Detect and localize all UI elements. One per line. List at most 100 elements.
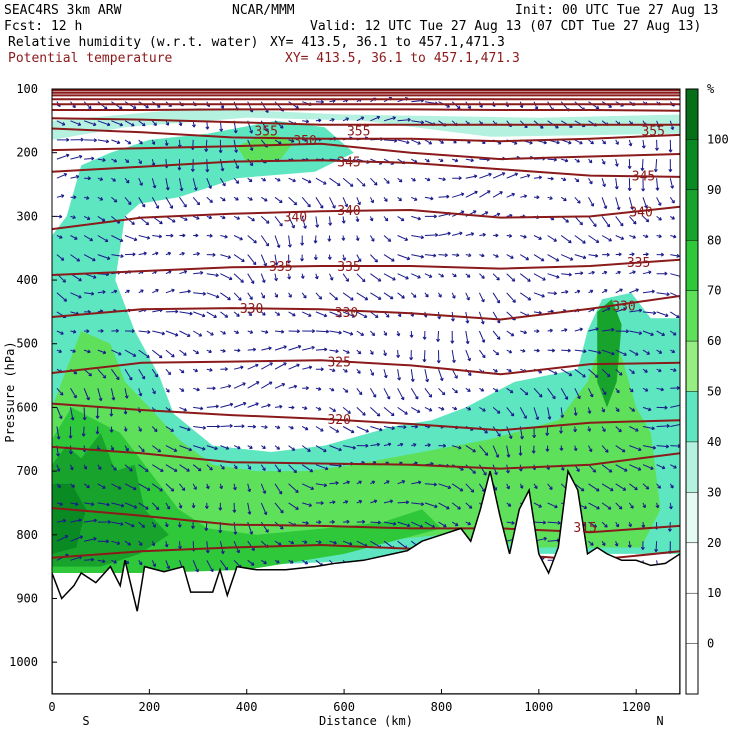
wind-arrow-749 [233, 401, 247, 408]
wind-arrow-246 [274, 196, 283, 204]
wind-arrow-355 [506, 233, 513, 238]
wind-arrow-591 [588, 327, 599, 332]
wind-arrow-383 [260, 254, 268, 267]
wind-arrow-225 [614, 178, 619, 190]
wind-arrow-70 [383, 116, 396, 122]
wind-arrow-497 [561, 290, 569, 294]
wind-arrow-96 [111, 139, 121, 145]
wind-arrow-188 [111, 177, 116, 182]
wind-arrow-135 [641, 139, 646, 149]
wind-arrow-380 [220, 254, 232, 259]
wind-arrow-227 [641, 178, 646, 192]
wind-arrow-471 [206, 292, 220, 299]
wind-arrow-857 [452, 445, 462, 450]
wind-arrow-474 [247, 292, 253, 300]
wind-arrow-573 [342, 330, 354, 336]
wind-arrow-427 [233, 273, 244, 283]
wind-arrow-1122 [301, 559, 309, 565]
wind-arrow-966 [56, 502, 63, 506]
wind-arrow-1007 [615, 502, 623, 510]
wind-arrow-858 [465, 445, 476, 453]
wind-arrow-1032 [329, 519, 335, 524]
wind-arrow-566 [247, 330, 254, 334]
wind-arrow-748 [220, 402, 234, 408]
wind-arrow-263 [506, 192, 516, 198]
wind-arrow-950 [465, 483, 475, 493]
wind-arrow-1034 [356, 519, 366, 524]
wind-arrow-789 [151, 426, 158, 433]
wind-arrow-685 [615, 368, 623, 376]
wind-arrow-267 [560, 196, 567, 202]
wind-arrow-1115 [206, 560, 214, 573]
wind-arrow-703 [233, 382, 246, 389]
terrain-fill [52, 468, 680, 694]
wind-arrow-1006 [601, 502, 612, 510]
wind-arrow-948 [438, 483, 452, 490]
wind-arrow-344 [355, 235, 360, 241]
wind-arrow-989 [370, 499, 378, 504]
wind-arrow-595 [642, 330, 654, 337]
wind-arrow-346 [383, 235, 392, 242]
wind-arrow-211 [424, 177, 431, 182]
wind-arrow-275 [669, 197, 675, 204]
rh-region-2 [52, 324, 661, 573]
wind-arrow-761 [397, 406, 408, 415]
wind-arrow-765 [452, 406, 458, 411]
wind-arrow-936 [274, 483, 283, 495]
wind-arrow-524 [301, 311, 312, 317]
colorbar-label-9: 90 [707, 183, 721, 197]
wind-arrow-150 [219, 158, 225, 172]
wind-arrow-294 [301, 216, 307, 229]
wind-arrow-197 [233, 177, 240, 184]
wind-arrow-98 [138, 139, 143, 145]
wind-arrow-746 [193, 406, 204, 411]
wind-arrow-502 [629, 288, 639, 294]
wind-arrow-834 [138, 445, 145, 453]
wind-arrow-999 [506, 502, 512, 507]
wind-arrow-492 [492, 292, 500, 304]
wind-arrow-522 [274, 311, 281, 316]
wind-arrow-219 [533, 175, 543, 180]
colorbar-segment-8 [686, 240, 698, 291]
wind-arrow-412 [656, 252, 665, 257]
wind-arrow-697 [151, 388, 156, 395]
wind-arrow-892 [301, 464, 314, 473]
wind-arrow-486 [410, 292, 417, 298]
wind-arrow-807 [397, 425, 407, 430]
wind-arrow-186 [84, 176, 91, 181]
wind-arrow-861 [506, 445, 511, 458]
wind-arrow-228 [655, 178, 660, 191]
wind-arrow-484 [383, 292, 394, 300]
wind-arrow-336 [247, 235, 257, 244]
wind-arrow-702 [220, 384, 232, 389]
wind-arrow-1116 [219, 560, 228, 571]
wind-arrow-449 [533, 273, 546, 281]
wind-arrow-441 [424, 273, 433, 278]
wind-arrow-1047 [533, 520, 547, 525]
wind-arrow-360 [574, 235, 586, 244]
wind-arrow-621 [369, 349, 374, 355]
wind-arrow-453 [588, 270, 595, 275]
wind-arrow-482 [356, 292, 369, 301]
wind-arrow-1118 [247, 559, 255, 566]
wind-arrow-396 [438, 253, 448, 258]
wind-arrow-641 [642, 349, 651, 355]
wind-arrow-289 [233, 215, 241, 220]
wind-arrow-978 [218, 502, 223, 511]
wind-arrow-944 [383, 480, 390, 485]
wind-arrow-729 [588, 388, 594, 398]
wind-arrow-958 [574, 483, 585, 492]
colorbar-segment-1 [686, 593, 698, 644]
wind-arrow-299 [369, 216, 374, 222]
wind-arrow-349 [424, 232, 439, 237]
wind-arrow-938 [301, 483, 315, 490]
wind-arrow-335 [233, 235, 243, 241]
wind-arrow-1031 [315, 520, 322, 525]
wind-arrow-495 [533, 292, 545, 298]
wind-arrow-134 [628, 139, 633, 147]
wind-arrow-619 [342, 349, 350, 354]
wind-arrow-19 [315, 99, 324, 104]
wind-arrow-271 [615, 197, 621, 211]
wind-arrow-371 [97, 254, 111, 260]
wind-arrow-865 [559, 445, 564, 451]
